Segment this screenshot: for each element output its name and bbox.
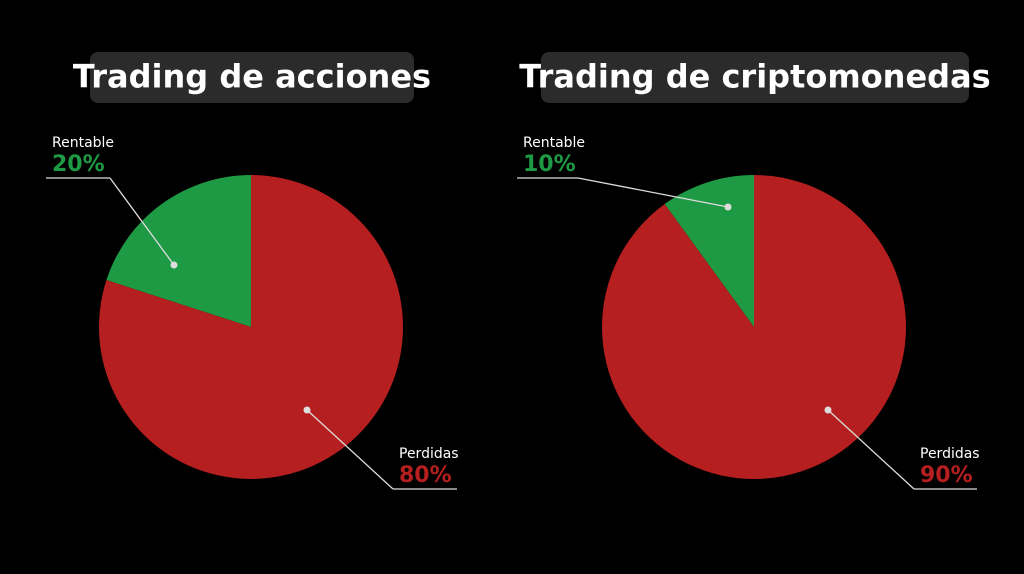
slice-name: Perdidas <box>920 446 980 462</box>
leader-dot <box>303 406 311 414</box>
leader-line <box>827 409 915 490</box>
slice-value-label: 80% <box>399 463 452 488</box>
chart-title: Trading de acciones <box>73 58 431 96</box>
leader-line <box>306 409 394 490</box>
leader-line <box>109 177 175 266</box>
leader-dot <box>824 406 832 414</box>
slice-name: Rentable <box>52 135 114 151</box>
title-box <box>541 52 969 103</box>
leader-dot <box>724 203 732 211</box>
slice-name: Perdidas <box>399 446 459 462</box>
pie-slice <box>602 175 906 479</box>
pie-slice <box>664 175 754 327</box>
slice-value-label: 20% <box>52 152 105 177</box>
chart-title: Trading de criptomonedas <box>519 58 990 96</box>
leader-line <box>577 177 729 208</box>
slice-name: Rentable <box>523 135 585 151</box>
slice-value-label: 90% <box>920 463 973 488</box>
title-box <box>90 52 414 103</box>
leader-dot <box>170 261 178 269</box>
slice-value-label: 10% <box>523 152 576 177</box>
pie-slice <box>99 175 404 479</box>
pie-slice <box>106 175 251 327</box>
